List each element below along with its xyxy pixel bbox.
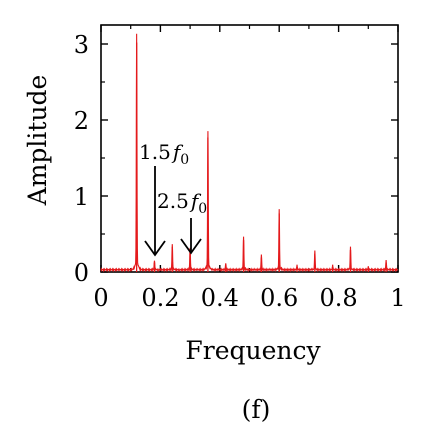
x-axis-title: Frequency bbox=[185, 336, 321, 365]
x-tick-label: 0.6 bbox=[260, 284, 298, 312]
annotation-2.5f0: 2.5 f0 bbox=[157, 189, 207, 255]
y-axis-ticks: 0 1 2 3 bbox=[74, 31, 398, 287]
annotation-2.5f0-arrow-head bbox=[180, 238, 202, 255]
panel-label: (f) bbox=[242, 395, 271, 424]
x-tick-label: 0 bbox=[93, 284, 108, 312]
y-tick-label: 2 bbox=[74, 107, 89, 135]
annotation-1.5f0-label: 1.5 f0 bbox=[139, 140, 189, 168]
x-axis-ticks: 0 0.2 0.4 0.6 0.8 1 bbox=[93, 25, 406, 312]
y-tick-label: 1 bbox=[74, 183, 89, 211]
x-tick-label: 1 bbox=[390, 284, 405, 312]
x-tick-label: 0.2 bbox=[141, 284, 179, 312]
y-tick-label: 3 bbox=[74, 31, 89, 59]
spectrum-line bbox=[100, 33, 399, 273]
annotation-2.5f0-label: 2.5 f0 bbox=[157, 189, 207, 217]
annotation-1.5f0-arrow-head bbox=[144, 240, 166, 257]
y-tick-label: 0 bbox=[74, 259, 89, 287]
x-tick-label: 0.4 bbox=[201, 284, 239, 312]
x-tick-label: 0.8 bbox=[320, 284, 358, 312]
spectrum-peaks bbox=[135, 42, 387, 272]
y-axis-title: Amplitude bbox=[23, 75, 52, 207]
